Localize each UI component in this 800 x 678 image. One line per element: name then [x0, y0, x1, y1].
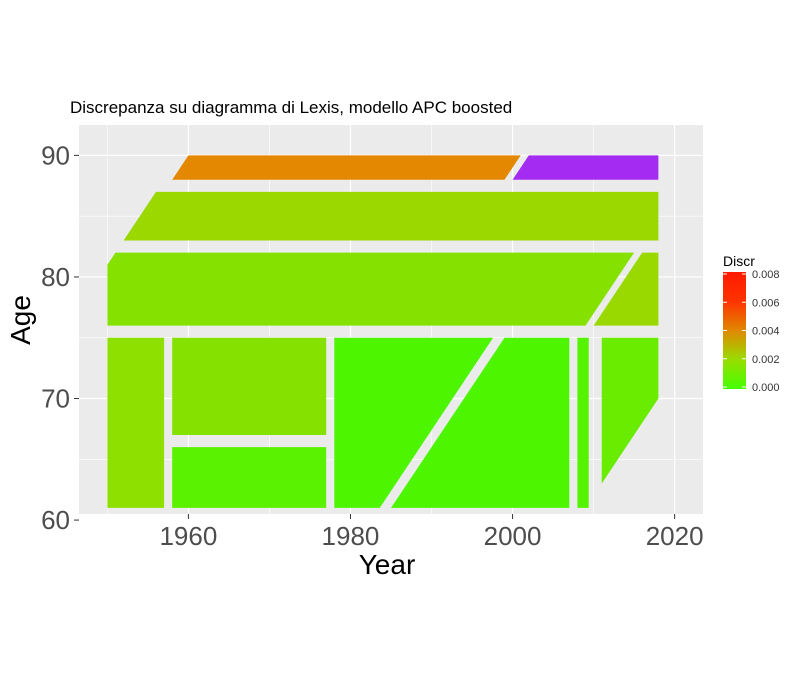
legend-title: Discr — [723, 253, 755, 269]
y-tick-label: 60 — [41, 505, 70, 535]
regions — [107, 155, 659, 508]
region-age-61-66-years-1958-1977 — [172, 447, 327, 508]
legend-tick-label: 0.000 — [752, 382, 780, 394]
chart-title: Discrepanza su diagramma di Lexis, model… — [70, 98, 512, 117]
legend: Discr 0.000 0.002 0.004 0.006 0.008 — [723, 253, 780, 394]
legend-colorbar — [723, 272, 746, 389]
x-axis: 1960 1980 2000 2020 — [159, 514, 704, 551]
legend-tick-label: 0.006 — [752, 297, 780, 309]
region-age-67-75-years-1958-1977 — [172, 337, 327, 435]
x-axis-label: Year — [359, 549, 416, 580]
x-tick-label: 2000 — [484, 521, 542, 551]
y-tick-label: 80 — [41, 262, 70, 292]
region-age-83-87-years-1952-2018 — [123, 191, 659, 241]
region-cohort-band-1985-2007 — [391, 337, 570, 508]
legend-tick-label: 0.004 — [752, 326, 780, 338]
y-axis-label: Age — [5, 295, 36, 345]
legend-tick-label: 0.002 — [752, 354, 780, 366]
y-tick-label: 90 — [41, 140, 70, 170]
x-tick-label: 1980 — [322, 521, 380, 551]
legend-tick-label: 0.008 — [752, 269, 780, 281]
y-tick-label: 70 — [41, 384, 70, 414]
legend-ticks: 0.000 0.002 0.004 0.006 0.008 — [723, 269, 780, 394]
region-age-61-75-years-1950-1957 — [107, 337, 165, 508]
region-age-76-82-years-1950-2015 — [107, 252, 635, 326]
region-cohort-band-1978-1999 — [334, 337, 494, 508]
region-age-61-75-years-2008-2009 — [577, 337, 589, 508]
region-age-76-82-years-2010-2018 — [593, 252, 659, 326]
region-age-88-90-years-2000-2018 — [512, 155, 659, 180]
region-age-88-90-years-1958-2001 — [172, 155, 521, 180]
x-tick-label: 2020 — [646, 521, 704, 551]
x-tick-label: 1960 — [159, 521, 217, 551]
region-age-63-75-years-2011-2018 — [601, 337, 659, 484]
y-axis: 60 70 80 90 — [41, 140, 79, 535]
